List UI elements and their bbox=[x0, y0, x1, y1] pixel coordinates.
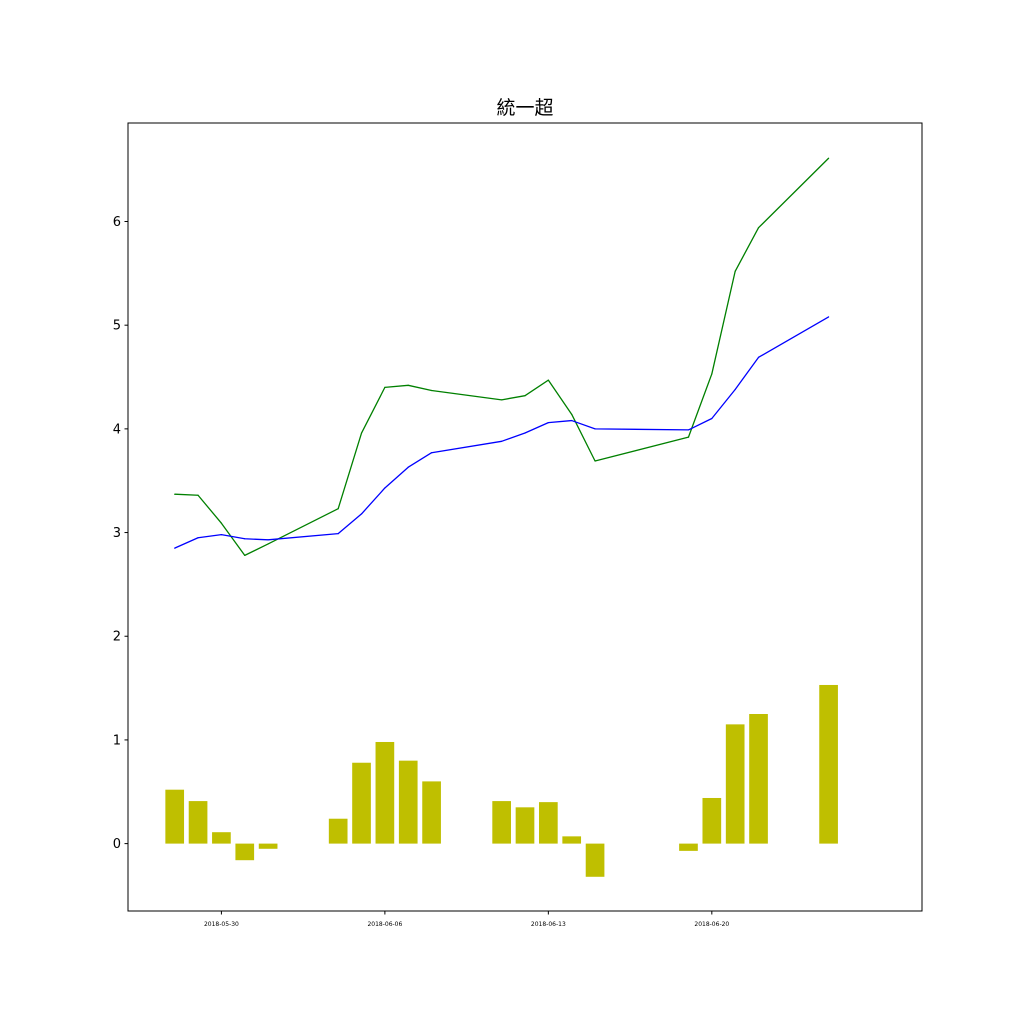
line-point bbox=[197, 537, 199, 539]
bar-mark bbox=[492, 801, 511, 844]
line-point bbox=[757, 356, 760, 358]
line-point bbox=[501, 399, 503, 401]
line-point bbox=[571, 419, 573, 422]
bar-mark bbox=[422, 781, 441, 844]
line-point bbox=[174, 493, 176, 495]
line-point bbox=[734, 388, 736, 391]
line-point bbox=[174, 547, 176, 549]
line-series-1 bbox=[174, 157, 830, 557]
line-point bbox=[757, 227, 760, 229]
line-point bbox=[524, 395, 526, 397]
x-tick-label: 2018-05-30 bbox=[204, 921, 239, 928]
y-tick-label: 0 bbox=[113, 837, 121, 852]
axes-frame bbox=[127, 122, 923, 912]
line-point bbox=[571, 413, 573, 415]
line-point bbox=[547, 422, 549, 424]
line-point bbox=[687, 429, 690, 431]
y-tick-label: 1 bbox=[113, 733, 121, 748]
bar-mark bbox=[702, 797, 722, 844]
line-point bbox=[267, 543, 269, 545]
line-point bbox=[524, 432, 526, 434]
y-tick-label: 3 bbox=[113, 526, 121, 541]
line-point bbox=[384, 487, 386, 489]
line-point bbox=[594, 428, 596, 430]
chart-title: 統一超 bbox=[496, 97, 553, 119]
line-point bbox=[430, 452, 433, 454]
bar-mark bbox=[235, 843, 255, 861]
line-point bbox=[384, 386, 386, 388]
x-tick-label: 2018-06-06 bbox=[367, 921, 402, 928]
bar-mark bbox=[258, 843, 278, 849]
bar-mark bbox=[515, 807, 535, 844]
line-point bbox=[547, 379, 549, 381]
y-axis: 0 1 2 3 4 5 6 bbox=[113, 215, 128, 852]
line-point bbox=[827, 157, 830, 159]
line-point bbox=[337, 508, 339, 510]
y-tick-label: 5 bbox=[113, 319, 121, 334]
line-point bbox=[594, 460, 596, 462]
line-series-group bbox=[174, 157, 830, 557]
line-point bbox=[734, 270, 736, 272]
line-point bbox=[430, 389, 433, 392]
bar-mark bbox=[679, 843, 698, 851]
x-tick-label: 2018-06-13 bbox=[531, 921, 566, 928]
line-point bbox=[337, 532, 339, 535]
bar-mark bbox=[539, 802, 558, 844]
line-point bbox=[827, 316, 830, 318]
line-point bbox=[687, 436, 690, 438]
line-point bbox=[407, 384, 409, 386]
bar-mark bbox=[585, 843, 605, 877]
bar-mark bbox=[352, 762, 371, 844]
line-point bbox=[407, 466, 409, 468]
bar-mark bbox=[165, 789, 185, 844]
line-point bbox=[244, 538, 246, 540]
bar-mark bbox=[562, 836, 582, 844]
line-point bbox=[360, 432, 363, 434]
line-point bbox=[220, 534, 223, 536]
line-point bbox=[501, 440, 503, 442]
line-series-2 bbox=[174, 316, 829, 549]
bar-mark bbox=[212, 832, 231, 844]
y-tick-label: 4 bbox=[113, 422, 121, 437]
x-axis: 2018-05-30 2018-06-06 2018-06-13 2018-06-20 bbox=[204, 911, 729, 928]
line-point bbox=[220, 522, 223, 524]
line-point bbox=[711, 373, 713, 375]
line-point bbox=[267, 539, 269, 541]
bar-mark bbox=[819, 684, 838, 844]
y-tick-label: 6 bbox=[113, 215, 121, 230]
x-tick-label: 2018-06-20 bbox=[694, 921, 729, 928]
y-tick-label: 2 bbox=[113, 630, 121, 645]
bar-mark bbox=[188, 801, 208, 844]
bar-mark bbox=[328, 818, 348, 844]
line-point bbox=[360, 513, 363, 515]
bar-series bbox=[165, 684, 838, 877]
bar-mark bbox=[749, 714, 768, 844]
bar-mark bbox=[375, 741, 395, 844]
line-point bbox=[244, 554, 246, 556]
bar-mark bbox=[725, 724, 745, 844]
bar-mark bbox=[398, 760, 418, 844]
line-point bbox=[197, 494, 199, 496]
line-point bbox=[711, 417, 713, 420]
